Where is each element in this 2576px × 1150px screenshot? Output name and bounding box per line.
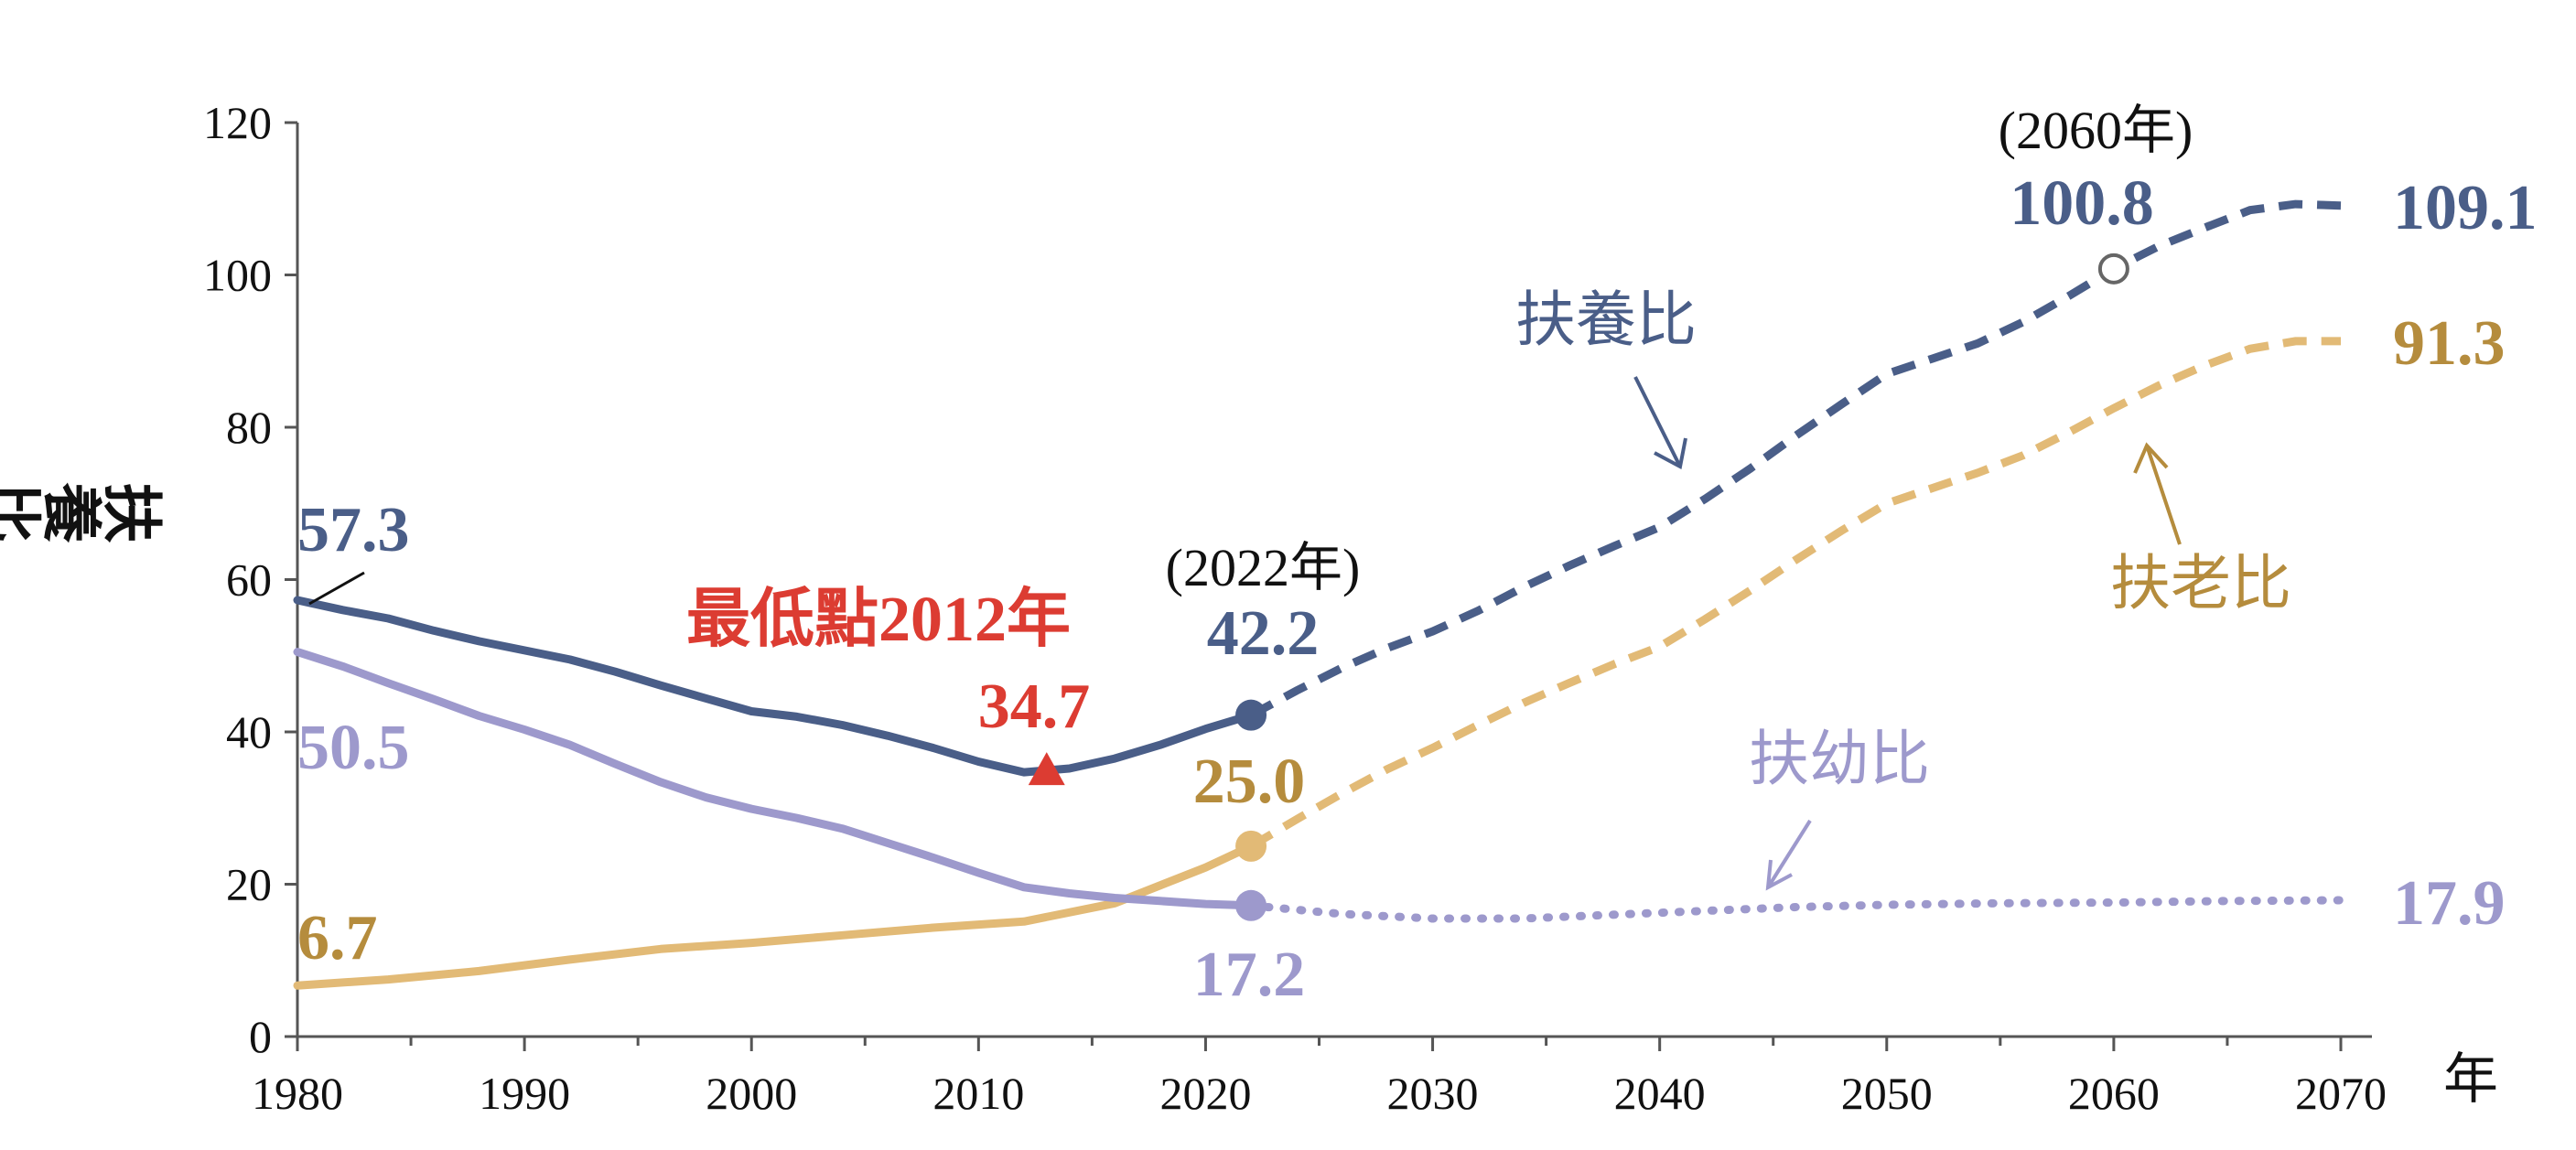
arrow-to-youth <box>1765 819 1812 891</box>
x-tick-label: 2040 <box>1614 1068 1706 1119</box>
value-label-elderly-2070: 91.3 <box>2393 308 2506 379</box>
series-line-elderly-projection <box>1248 337 2341 850</box>
series-line-youth-historical <box>293 648 1256 910</box>
x-tick-label: 2030 <box>1387 1068 1479 1119</box>
y-axis-ticks: 0 20 40 60 80 100 120 <box>203 97 297 1062</box>
series-line-youth-projection <box>1246 896 2345 923</box>
marker-total-2022 <box>1235 699 1267 731</box>
value-label-low: 34.7 <box>978 672 1091 742</box>
annotation-year-2060: (2060年) <box>1999 101 2193 160</box>
value-label-youth-2070: 17.9 <box>2393 868 2506 939</box>
value-label-total-2070: 109.1 <box>2393 173 2538 243</box>
series-line-elderly-historical <box>293 842 1256 990</box>
marker-lowest-point <box>1028 752 1065 786</box>
y-tick-label: 0 <box>249 1011 272 1062</box>
annotation-year-2022: (2022年) <box>1166 538 1361 597</box>
marker-youth-2022 <box>1235 889 1267 921</box>
value-label-total-2060: 100.8 <box>2010 168 2154 239</box>
series-line-total-historical <box>293 596 1256 777</box>
value-label-youth-1980: 50.5 <box>297 713 410 783</box>
series-label-elderly: 扶老比 <box>2110 548 2291 618</box>
x-tick-label: 2020 <box>1159 1068 1251 1119</box>
x-tick-label: 1980 <box>252 1068 343 1119</box>
leader-line-57 <box>308 571 365 606</box>
y-tick-label: 60 <box>226 554 272 606</box>
series-markers <box>1028 253 2129 921</box>
value-label-total-2022: 42.2 <box>1207 598 1320 669</box>
x-tick-label: 2050 <box>1841 1068 1933 1119</box>
marker-elderly-2022 <box>1235 830 1267 862</box>
y-tick-label: 40 <box>226 706 272 758</box>
y-tick-label: 80 <box>226 402 272 453</box>
x-tick-label: 2010 <box>932 1068 1024 1119</box>
value-label-elderly-2022: 25.0 <box>1193 747 1306 817</box>
x-axis-ticks: 1980 1990 2000 2010 2020 2030 2040 2050 2060 2070 <box>252 1037 2387 1119</box>
value-label-elderly-1980: 6.7 <box>297 903 378 973</box>
x-tick-label: 2070 <box>2295 1068 2387 1119</box>
marker-total-2060 <box>2097 253 2129 285</box>
x-tick-label: 2060 <box>2068 1068 2160 1119</box>
x-tick-label: 2000 <box>706 1068 797 1119</box>
series-lines <box>293 199 2345 990</box>
arrow-to-total <box>1633 376 1687 470</box>
series-line-total-projection <box>1248 199 2342 719</box>
x-tick-label: 1990 <box>479 1068 570 1119</box>
value-label-youth-2022: 17.2 <box>1193 940 1306 1010</box>
y-tick-label: 100 <box>203 250 272 301</box>
annotation-lowest-point: 最低點2012年 <box>686 584 1071 655</box>
y-tick-label: 20 <box>226 859 272 910</box>
series-label-total: 扶養比 <box>1515 285 1697 355</box>
y-axis-title: 扶養比 <box>0 473 164 543</box>
x-axis-title: 年 <box>2443 1048 2498 1112</box>
arrow-to-elderly <box>2133 442 2182 545</box>
y-tick-label: 120 <box>203 97 272 148</box>
value-label-total-1980: 57.3 <box>297 495 410 565</box>
series-label-youth: 扶幼比 <box>1749 724 1930 794</box>
